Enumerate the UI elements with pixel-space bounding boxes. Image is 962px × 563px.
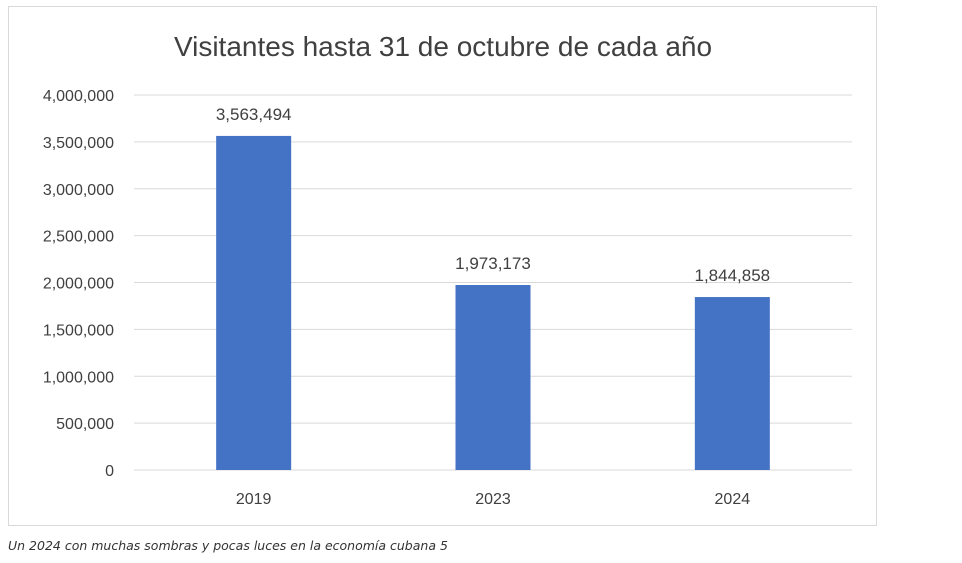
y-tick-label: 2,000,000 [43, 276, 114, 293]
bars [216, 135, 770, 471]
x-tick-label-2023: 2023 [475, 491, 511, 508]
x-axis-ticks: 2019 2023 2024 [236, 491, 750, 508]
chart-frame: 0 500,000 1,000,000 1,500,000 2,000,000 2,500… [8, 6, 877, 526]
y-tick-label: 500,000 [56, 416, 114, 433]
bar-2019 [216, 135, 292, 471]
bar-chart: 0 500,000 1,000,000 1,500,000 2,000,000 2,500… [43, 31, 852, 508]
y-tick-label: 1,500,000 [43, 322, 114, 339]
data-label-2023: 1,973,173 [455, 254, 531, 273]
y-tick-label: 3,500,000 [43, 135, 114, 152]
y-tick-label: 1,000,000 [43, 369, 114, 386]
image-caption: Un 2024 con muchas sombras y pocas luces… [8, 538, 448, 553]
y-tick-label: 3,000,000 [43, 182, 114, 199]
data-labels: 3,563,494 1,973,173 1,844,858 [216, 105, 770, 285]
y-axis-ticks: 0 500,000 1,000,000 1,500,000 2,000,000 2,500… [43, 88, 114, 480]
bar-2024 [694, 297, 770, 470]
y-tick-label: 4,000,000 [43, 88, 114, 105]
bar-2023 [455, 285, 531, 470]
x-tick-label-2019: 2019 [236, 491, 272, 508]
chart-title: Visitantes hasta 31 de octubre de cada a… [174, 31, 712, 62]
data-label-2024: 1,844,858 [695, 266, 771, 285]
data-label-2019: 3,563,494 [216, 105, 292, 124]
y-tick-label: 0 [105, 463, 114, 480]
x-tick-label-2024: 2024 [715, 491, 751, 508]
y-tick-label: 2,500,000 [43, 229, 114, 246]
